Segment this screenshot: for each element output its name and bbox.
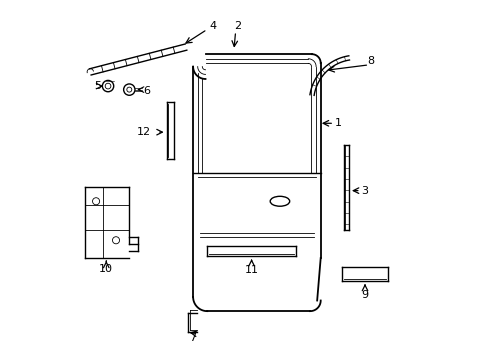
Text: 8: 8 <box>366 56 373 66</box>
Text: 10: 10 <box>99 264 113 274</box>
Text: 12: 12 <box>136 127 150 137</box>
Text: 9: 9 <box>361 290 368 300</box>
Text: 6: 6 <box>143 86 150 96</box>
Text: 2: 2 <box>233 21 241 31</box>
Text: 3: 3 <box>361 186 368 195</box>
Text: 1: 1 <box>334 118 341 128</box>
Text: 4: 4 <box>208 21 216 31</box>
Text: 11: 11 <box>244 265 258 275</box>
Text: 5: 5 <box>94 81 101 91</box>
Text: 7: 7 <box>189 333 196 343</box>
